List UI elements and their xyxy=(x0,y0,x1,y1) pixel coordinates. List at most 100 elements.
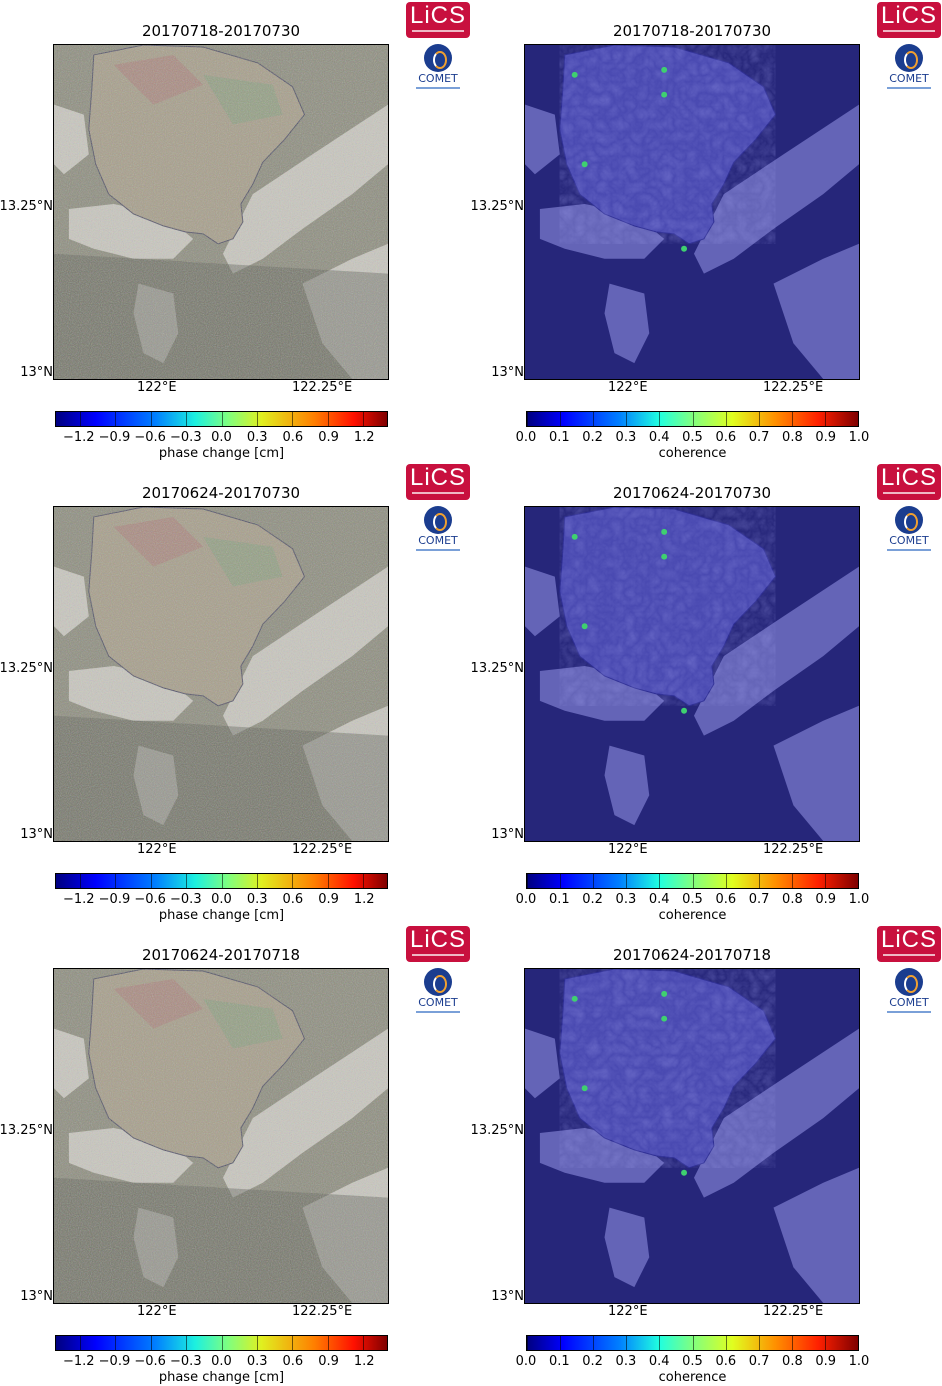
colorbar-ticks xyxy=(56,412,387,426)
colorbar-ticks xyxy=(527,874,859,888)
colorbar-tick-mark xyxy=(327,412,329,426)
relief-texture xyxy=(559,45,776,244)
relief-texture xyxy=(559,969,776,1168)
colorbar-tick-mark xyxy=(79,412,81,426)
y-tick-label: 13.25°N xyxy=(0,1123,53,1138)
high-coherence-spot xyxy=(571,533,578,540)
colorbar-label: phase change [cm] xyxy=(158,446,285,461)
lics-logo: LiCS xyxy=(877,464,941,500)
colorbar-tick-label: 0.6 xyxy=(282,892,304,907)
y-tick-label: 13°N xyxy=(20,365,53,380)
colorbar-tick-mark xyxy=(327,874,329,888)
colorbar-tick-label: 0.5 xyxy=(682,430,703,445)
colorbar-tick-label: 1.0 xyxy=(848,892,870,907)
colorbar-label: coherence xyxy=(658,446,727,461)
noise-texture xyxy=(54,45,388,379)
colorbar-tick-mark xyxy=(292,874,294,888)
high-coherence-spot xyxy=(661,553,668,560)
colorbar-tick-mark xyxy=(292,1336,294,1350)
colorbar-tick-label: −1.2 xyxy=(62,1354,95,1369)
comet-emblem-icon xyxy=(895,44,923,72)
comet-logo-text: COMET xyxy=(418,534,458,547)
bright-area xyxy=(525,1028,560,1099)
colorbar-tick-mark xyxy=(527,874,528,888)
panel-title: 20170624-20170718 xyxy=(612,946,772,964)
colorbar-tick-label: 0.0 xyxy=(211,430,232,445)
colorbar-tick-label: 1.2 xyxy=(353,430,375,445)
colorbar-tick-mark xyxy=(115,874,117,888)
colorbar-tick-mark xyxy=(824,412,826,426)
coherence-map xyxy=(524,506,860,842)
colorbar-tick-mark xyxy=(725,874,727,888)
colorbar-tick-mark xyxy=(593,412,595,426)
colorbar-tick-mark xyxy=(791,412,793,426)
colorbar-tick-label: −0.6 xyxy=(134,430,166,445)
colorbar-tick-label: 0.1 xyxy=(548,892,570,907)
bright-area xyxy=(693,1028,859,1198)
colorbar-tick-mark xyxy=(256,874,258,888)
y-tick-label: 13°N xyxy=(20,1289,53,1304)
colorbar-tick-label: 0.2 xyxy=(582,430,603,445)
colorbar xyxy=(526,873,859,889)
colorbar-tick-label: 0.5 xyxy=(682,892,703,907)
colorbar-tick-label: 0.7 xyxy=(748,892,770,907)
colorbar-tick-label: 0.6 xyxy=(282,430,304,445)
colorbar-tick-label: 1.2 xyxy=(353,892,375,907)
high-coherence-spot xyxy=(571,995,578,1002)
colorbar-tick-mark xyxy=(824,874,826,888)
colorbar-tick-mark xyxy=(692,874,694,888)
high-coherence-spot xyxy=(661,528,668,535)
comet-emblem-icon xyxy=(424,506,452,534)
colorbar-tick-label: −1.2 xyxy=(62,892,95,907)
panel-phase: 20170624-20170718 13.25°N 13°N 122°E 122.25°… xyxy=(0,924,471,1386)
coherence-map xyxy=(524,968,860,1304)
panel-phase: 20170718-20170730 13.25°N 13°N 122°E 122.25°… xyxy=(0,0,471,462)
colorbar-tick-labels: 0.0 0.1 0.2 0.3 0.4 0.5 0.6 0.7 0.8 0.9 1.0 xyxy=(516,892,870,908)
comet-emblem-icon xyxy=(424,44,452,72)
x-tick-label: 122.25°E xyxy=(763,842,824,857)
colorbar-tick-mark xyxy=(824,1336,826,1350)
lics-logo: LiCS xyxy=(877,2,941,38)
high-coherence-spot xyxy=(581,161,588,168)
colorbar-tick-mark xyxy=(791,874,793,888)
colorbar-tick-label: 0.3 xyxy=(615,1354,637,1369)
colorbar-tick-label: 0.6 xyxy=(715,1354,737,1369)
colorbar-tick-label: 0.3 xyxy=(246,1354,268,1369)
x-tick-label: 122°E xyxy=(608,380,648,395)
bright-area xyxy=(525,566,560,637)
colorbar-tick-mark xyxy=(626,412,628,426)
colorbar-tick-label: 1.0 xyxy=(848,1354,870,1369)
lics-logo: LiCS xyxy=(877,926,941,962)
x-tick-label: 122°E xyxy=(137,1304,177,1319)
colorbar-tick-label: 0.3 xyxy=(615,430,637,445)
colorbar-tick-label: 0.9 xyxy=(318,1354,339,1369)
colorbar-tick-label: 0.9 xyxy=(815,1354,837,1369)
colorbar xyxy=(526,1335,859,1351)
x-tick-label: 122.25°E xyxy=(292,380,353,395)
colorbar-ticks xyxy=(56,1336,387,1350)
colorbar-tick-label: 0.7 xyxy=(748,1354,770,1369)
colorbar-tick-label: −1.2 xyxy=(62,430,95,445)
colorbar-tick-mark xyxy=(327,1336,329,1350)
comet-emblem-icon xyxy=(895,506,923,534)
lics-logo-strip xyxy=(412,30,464,32)
colorbar-tick-label: 0.6 xyxy=(715,430,737,445)
x-tick-label: 122.25°E xyxy=(292,842,353,857)
colorbar-tick-mark xyxy=(725,1336,727,1350)
colorbar-tick-label: 0.6 xyxy=(282,1354,304,1369)
colorbar-tick-mark xyxy=(758,412,760,426)
y-tick-label: 13.25°N xyxy=(470,1123,524,1138)
high-coherence-spot xyxy=(681,1169,688,1176)
y-tick-label: 13°N xyxy=(20,827,53,842)
colorbar-tick-mark xyxy=(150,1336,152,1350)
lics-logo-text: LiCS xyxy=(409,464,467,491)
colorbar-tick-mark xyxy=(758,874,760,888)
colorbar xyxy=(55,411,388,427)
x-tick-label: 122°E xyxy=(137,842,177,857)
panel-coherence: 20170718-20170730 13.25°N 13°N 122°E 122.25°… xyxy=(471,0,942,462)
bright-area xyxy=(773,705,859,841)
colorbar-tick-mark xyxy=(256,1336,258,1350)
y-tick-label: 13.25°N xyxy=(470,199,524,214)
colorbar-tick-label: 0.7 xyxy=(748,430,770,445)
colorbar-tick-label: 0.1 xyxy=(548,1354,570,1369)
